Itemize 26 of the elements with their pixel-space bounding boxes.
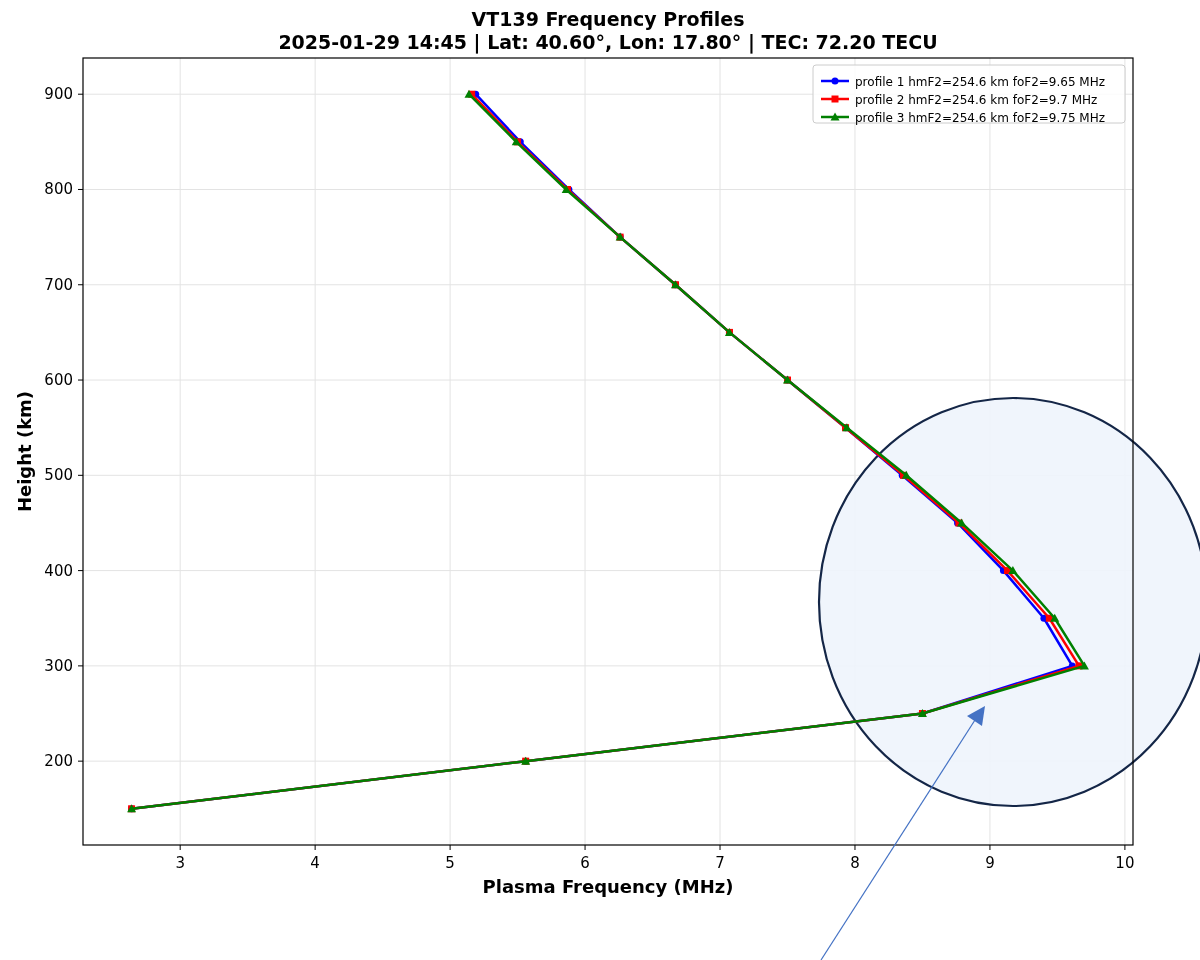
legend-label: profile 2 hmF2=254.6 km foF2=9.7 MHz xyxy=(855,92,1098,107)
x-axis-title: Plasma Frequency (MHz) xyxy=(482,876,734,897)
point xyxy=(1050,613,1060,622)
x-tick-label: 4 xyxy=(310,854,320,872)
y-tick-label: 500 xyxy=(44,466,73,485)
x-tick-label: 8 xyxy=(850,854,860,872)
y-tick-label: 200 xyxy=(44,752,73,771)
point xyxy=(1008,566,1018,575)
y-tick-label: 800 xyxy=(44,180,73,199)
y-tick-label: 700 xyxy=(44,275,73,294)
x-tick-label: 5 xyxy=(445,854,455,872)
x-tick-label: 9 xyxy=(985,854,995,872)
chart-subtitle: 2025-01-29 14:45 | Lat: 40.60°, Lon: 17.80° | TEC: 72.20 TECU xyxy=(278,31,938,54)
y-tick-label: 600 xyxy=(44,371,73,390)
y-axis-title: Height (km) xyxy=(14,390,35,513)
x-tick-label: 7 xyxy=(715,854,725,872)
y-tick-label: 900 xyxy=(44,85,73,104)
point xyxy=(464,89,474,98)
legend-label: profile 3 hmF2=254.6 km foF2=9.75 MHz xyxy=(855,110,1106,125)
legend-label: profile 1 hmF2=254.6 km foF2=9.65 MHz xyxy=(855,74,1106,89)
x-tick-label: 3 xyxy=(175,854,185,872)
chart-title: VT139 Frequency Profiles xyxy=(471,8,745,30)
y-tick-label: 300 xyxy=(44,656,73,675)
y-tick-label: 400 xyxy=(44,561,73,580)
x-tick-label: 10 xyxy=(1115,854,1135,872)
x-tick-label: 6 xyxy=(580,854,590,872)
